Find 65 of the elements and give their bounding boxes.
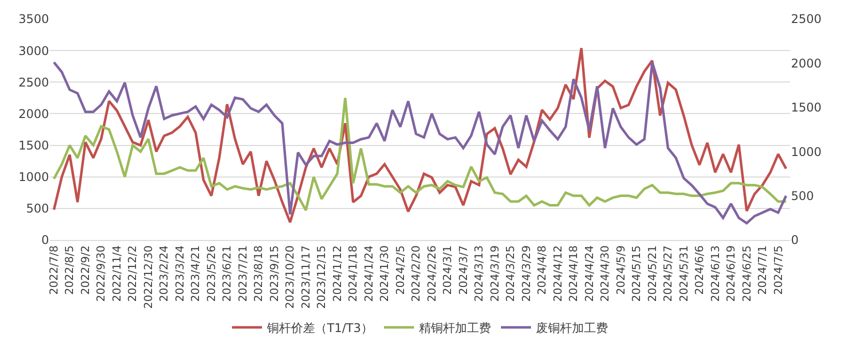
x-tick-label: 2022/12/2 bbox=[126, 245, 140, 302]
x-tick-label: 2024/6/19 bbox=[724, 245, 738, 302]
x-tick-label: 2024/4/8 bbox=[536, 245, 549, 295]
x-tick-label: 2023/5/26 bbox=[204, 245, 218, 302]
x-tick-label: 2024/4/30 bbox=[598, 245, 612, 302]
x-tick-label: 2024/4/12 bbox=[551, 245, 564, 302]
y2-tick-label: 2000 bbox=[791, 56, 822, 70]
x-tick-label: 2024/1/24 bbox=[362, 245, 376, 302]
x-tick-label: 2024/6/25 bbox=[740, 245, 754, 302]
y2-tick-label: 1000 bbox=[791, 144, 822, 159]
x-tick-label: 2023/10/20 bbox=[284, 245, 297, 309]
y2-tick-label: 0 bbox=[791, 233, 799, 248]
legend-label: 废铜杆加工费 bbox=[536, 321, 608, 336]
x-tick-label: 2023/9/15 bbox=[268, 245, 281, 302]
x-tick-label: 2024/5/27 bbox=[662, 245, 675, 302]
x-tick-label: 2024/1/18 bbox=[346, 245, 360, 302]
x-tick-label: 2022/12/30 bbox=[142, 245, 155, 309]
x-tick-label: 2023/12/15 bbox=[315, 245, 328, 309]
x-tick-label: 2024/3/1 bbox=[441, 245, 454, 295]
x-tick-label: 2024/6/13 bbox=[708, 245, 722, 302]
x-tick-label: 2024/6/6 bbox=[693, 245, 706, 295]
x-tick-label: 2022/7/8 bbox=[48, 245, 61, 295]
x-tick-label: 2024/2/5 bbox=[394, 245, 407, 295]
x-tick-label: 2024/5/31 bbox=[677, 245, 690, 302]
y2-tick-label: 1500 bbox=[791, 100, 822, 115]
y-tick-label: 1500 bbox=[18, 138, 49, 152]
line-series bbox=[52, 96, 788, 212]
x-tick-label: 2024/4/18 bbox=[567, 245, 580, 302]
y-tick-label: 3500 bbox=[18, 12, 49, 26]
x-tick-label: 2024/3/7 bbox=[456, 245, 470, 295]
y-tick-label: 3000 bbox=[18, 44, 49, 58]
legend-label: 铜杆价差（T1/T3） bbox=[266, 321, 373, 336]
x-tick-label: 2024/3/25 bbox=[504, 245, 518, 302]
x-tick-label: 2022/11/4 bbox=[110, 245, 124, 302]
y-tick-label: 2000 bbox=[18, 106, 49, 121]
y-tick-label: 2500 bbox=[18, 75, 49, 90]
x-tick-label: 2023/2/24 bbox=[158, 245, 171, 302]
x-tick-label: 2024/2/26 bbox=[425, 245, 438, 302]
x-tick-label: 2024/5/15 bbox=[630, 245, 644, 302]
x-tick-label: 2023/3/24 bbox=[173, 245, 186, 302]
x-tick-label: 2023/7/21 bbox=[236, 245, 250, 302]
x-tick-label: 2024/5/9 bbox=[614, 245, 628, 295]
x-tick-label: 2024/1/12 bbox=[330, 245, 344, 302]
x-tick-label: 2023/4/21 bbox=[189, 245, 202, 302]
x-tick-label: 2022/9/2 bbox=[79, 245, 92, 295]
x-tick-label: 2022/9/30 bbox=[94, 245, 108, 302]
x-tick-label: 2023/8/18 bbox=[252, 245, 266, 302]
x-tick-label: 2023/11/17 bbox=[299, 245, 312, 309]
y2-tick-label: 500 bbox=[791, 189, 814, 203]
x-tick-label: 2024/4/24 bbox=[582, 245, 596, 302]
x-tick-label: 2024/3/13 bbox=[472, 245, 486, 302]
x-tick-label: 2022/8/5 bbox=[63, 245, 76, 295]
legend-label: 精铜杆加工费 bbox=[418, 321, 491, 336]
y-tick-label: 1000 bbox=[18, 170, 49, 184]
y-tick-label: 0 bbox=[41, 233, 49, 248]
x-tick-label: 2023/6/21 bbox=[220, 245, 234, 302]
x-tick-label: 2024/3/29 bbox=[520, 245, 533, 302]
y2-tick-label: 2500 bbox=[791, 12, 822, 26]
y-tick-label: 500 bbox=[26, 202, 49, 216]
x-tick-label: 2024/2/20 bbox=[410, 245, 423, 302]
x-tick-label: 2024/7/1 bbox=[756, 245, 770, 295]
x-tick-label: 2024/5/21 bbox=[646, 245, 659, 302]
x-tick-label: 2024/1/30 bbox=[378, 245, 392, 302]
x-tick-label: 2024/7/5 bbox=[772, 245, 785, 295]
x-tick-label: 2024/3/19 bbox=[488, 245, 502, 302]
